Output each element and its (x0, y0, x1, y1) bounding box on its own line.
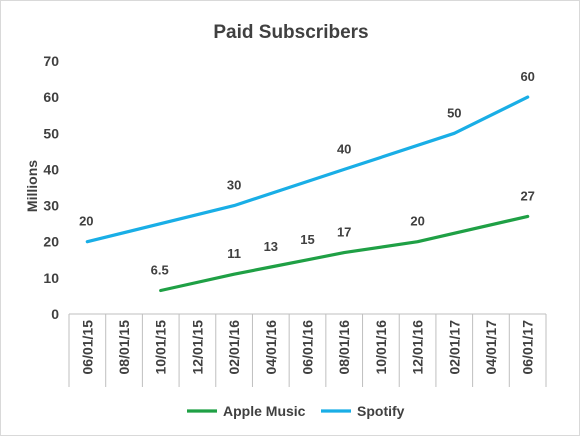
x-tick-label: 06/01/15 (79, 320, 95, 375)
y-axis-ticks: 0 10 20 30 40 50 60 70 (43, 53, 59, 322)
x-tick-label: 04/01/16 (263, 320, 279, 375)
x-tick-label: 04/01/17 (483, 320, 499, 375)
x-tick-label: 02/01/16 (226, 320, 242, 375)
y-tick-label: 10 (43, 270, 59, 286)
data-label: 6.5 (151, 263, 169, 278)
series-line-spotify (85, 95, 530, 244)
y-tick-label: 30 (43, 198, 59, 214)
x-tick-label: 12/01/15 (189, 320, 205, 375)
data-label: 15 (300, 232, 314, 247)
y-axis-label: Millions (24, 160, 40, 212)
data-label: 13 (264, 239, 278, 254)
data-label: 27 (520, 188, 534, 203)
x-tick-label: 06/01/16 (300, 320, 316, 375)
data-label: 20 (410, 214, 424, 229)
x-tick-label: 10/01/15 (153, 320, 169, 375)
data-label: 17 (337, 225, 351, 240)
x-tick-label: 08/01/15 (116, 320, 132, 375)
data-label: 50 (447, 105, 461, 120)
series-group (85, 95, 530, 293)
data-label: 40 (337, 141, 351, 156)
legend-label: Apple Music (223, 403, 306, 419)
x-axis: 06/01/15 08/01/15 10/01/15 12/01/15 02/01/16… (68, 313, 547, 387)
x-tick-label: 02/01/17 (446, 320, 462, 375)
y-tick-label: 50 (43, 125, 59, 141)
chart-title: Paid Subscribers (213, 22, 368, 43)
x-tick-label: 06/01/17 (520, 320, 536, 375)
data-label: 20 (79, 214, 93, 229)
x-tick-label: 08/01/16 (336, 320, 352, 375)
data-labels: 6.5 11 13 15 17 20 27 20 30 40 50 60 (79, 69, 535, 277)
legend-label: Spotify (357, 403, 405, 419)
data-label: 60 (520, 69, 534, 84)
y-tick-label: 40 (43, 161, 59, 177)
y-tick-label: 60 (43, 89, 59, 105)
legend: Apple Music Spotify (187, 403, 405, 419)
y-tick-label: 20 (43, 234, 59, 250)
y-tick-label: 70 (43, 53, 59, 69)
x-tick-label: 10/01/16 (373, 320, 389, 375)
x-tick-label: 12/01/16 (410, 320, 426, 375)
series-line-apple-music (159, 214, 530, 293)
data-label: 30 (227, 178, 241, 193)
y-tick-label: 0 (51, 306, 59, 322)
data-label: 11 (227, 246, 241, 261)
